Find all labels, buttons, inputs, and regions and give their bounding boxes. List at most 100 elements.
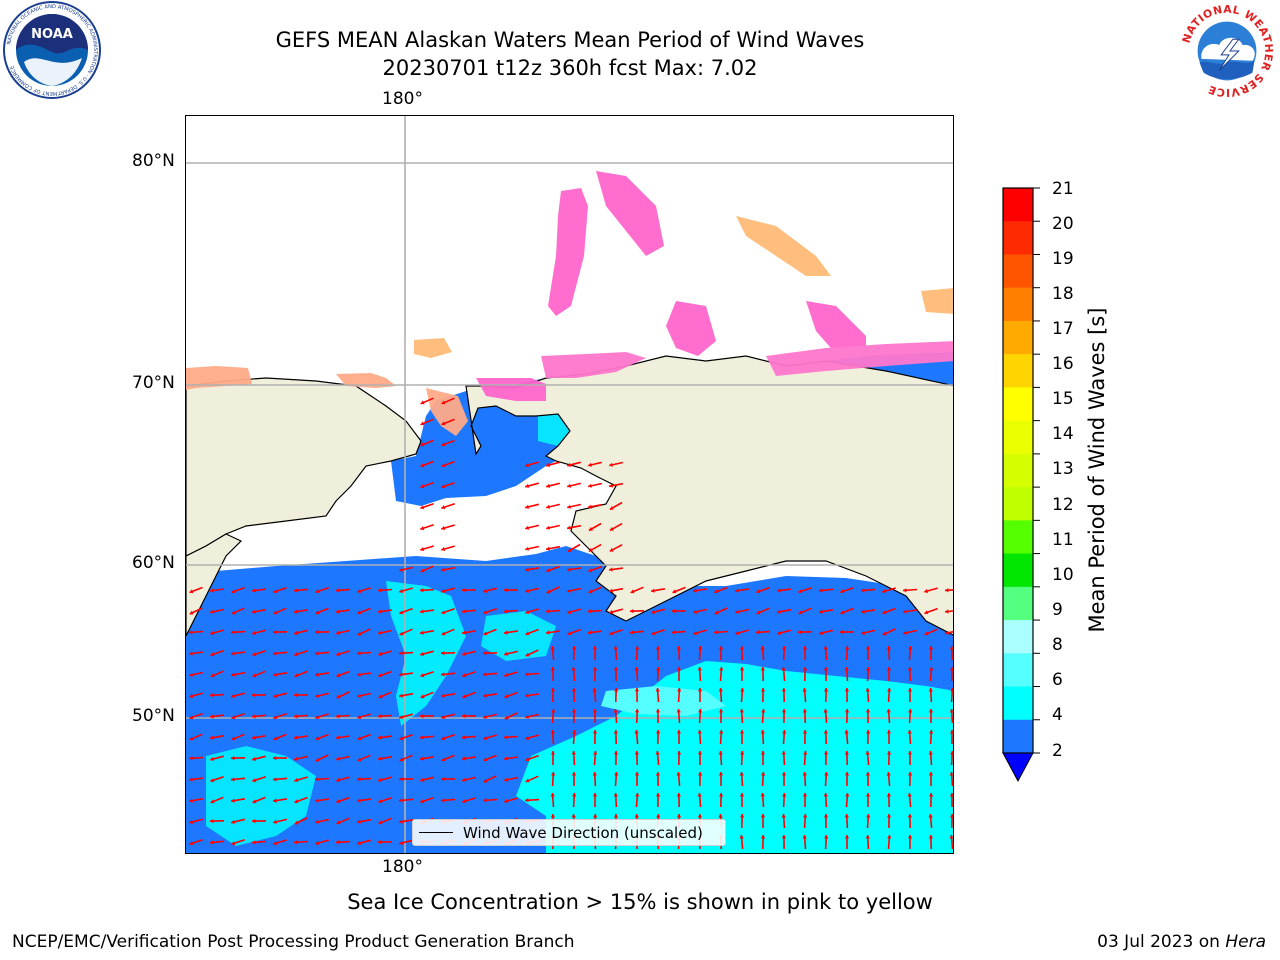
wind-wave-arrowhead bbox=[865, 793, 871, 797]
wind-wave-arrowhead bbox=[886, 772, 891, 776]
wind-wave-arrowhead bbox=[756, 589, 761, 594]
wind-wave-arrowhead bbox=[273, 841, 278, 846]
noaa-logo-text: NOAA bbox=[31, 27, 73, 42]
wind-wave-arrowhead bbox=[798, 630, 802, 635]
wind-wave-arrowhead bbox=[588, 527, 593, 531]
wind-wave-arrowhead bbox=[210, 609, 214, 614]
wind-wave-arrowhead bbox=[802, 646, 808, 650]
wind-wave-arrowhead bbox=[399, 840, 403, 845]
chart-subtitle: 20230701 t12z 360h fcst Max: 7.02 bbox=[382, 56, 758, 80]
wind-wave-arrowhead bbox=[210, 714, 214, 719]
wind-wave-arrowhead bbox=[823, 646, 828, 650]
wind-wave-arrowhead bbox=[231, 693, 236, 698]
wind-wave-arrowhead bbox=[823, 793, 828, 797]
ocean-4-6-mid bbox=[481, 611, 556, 661]
wind-wave-arrowhead bbox=[525, 631, 530, 636]
wind-wave-arrowhead bbox=[315, 589, 320, 594]
wind-wave-arrowhead bbox=[525, 757, 530, 762]
wind-wave-arrowhead bbox=[504, 756, 508, 761]
wind-wave-arrowhead bbox=[676, 730, 682, 734]
wind-wave-arrowhead bbox=[571, 688, 576, 692]
wind-wave-arrowhead bbox=[315, 651, 319, 656]
sea-ice-footnote: Sea Ice Concentration > 15% is shown in … bbox=[347, 890, 933, 914]
wind-wave-arrowhead bbox=[315, 629, 319, 635]
wind-wave-arrowhead bbox=[294, 778, 299, 783]
wind-wave-arrowhead bbox=[504, 609, 508, 614]
wind-wave-arrowhead bbox=[823, 667, 829, 671]
wind-wave-arrowhead bbox=[945, 588, 949, 593]
lon-label-top: 180° bbox=[382, 89, 423, 109]
colorbar-segment bbox=[1003, 387, 1033, 422]
wind-wave-arrowhead bbox=[420, 484, 425, 489]
wind-wave-arrowhead bbox=[803, 667, 808, 671]
wind-wave-arrowhead bbox=[609, 506, 614, 510]
wind-wave-arrowhead bbox=[231, 736, 236, 741]
wind-wave-arrowhead bbox=[697, 730, 702, 734]
wind-wave-arrowhead bbox=[740, 814, 745, 818]
wind-wave-arrowhead bbox=[609, 483, 613, 488]
wind-wave-arrowhead bbox=[567, 548, 572, 552]
wind-wave-arrowhead bbox=[861, 588, 865, 593]
wind-wave-arrowhead bbox=[357, 631, 362, 636]
colorbar-segment bbox=[1003, 188, 1033, 222]
wind-wave-arrowhead bbox=[525, 504, 529, 509]
wind-wave-arrowhead bbox=[697, 751, 703, 755]
wind-wave-arrowhead bbox=[572, 730, 577, 734]
wind-wave-arrowhead bbox=[189, 589, 194, 594]
wind-wave-arrowhead bbox=[655, 688, 660, 692]
wind-wave-arrowhead bbox=[525, 652, 530, 657]
wind-wave-arrowhead bbox=[420, 526, 425, 531]
wind-wave-arrowhead bbox=[924, 631, 929, 636]
wind-wave-arrowhead bbox=[378, 735, 382, 740]
wind-wave-arrowhead bbox=[655, 793, 661, 797]
wind-wave-arrowhead bbox=[273, 672, 277, 677]
wind-wave-arrowhead bbox=[567, 504, 571, 509]
ocean-6-8-patch bbox=[601, 686, 726, 716]
wind-wave-arrowhead bbox=[693, 609, 697, 614]
wind-wave-arrowhead bbox=[949, 667, 953, 671]
wind-wave-arrowhead bbox=[378, 777, 383, 782]
wind-wave-arrowhead bbox=[719, 793, 724, 797]
credit-branch: NCEP/EMC/Verification Post Processing Pr… bbox=[12, 932, 575, 952]
wind-wave-arrowhead bbox=[845, 709, 850, 713]
wind-wave-arrowhead bbox=[676, 793, 681, 797]
wind-wave-arrowhead bbox=[609, 547, 614, 552]
wind-wave-arrowhead bbox=[336, 609, 340, 614]
wind-wave-arrowhead bbox=[210, 652, 215, 657]
wind-wave-arrowhead bbox=[592, 709, 597, 713]
wind-wave-arrowhead bbox=[189, 672, 193, 677]
wind-wave-arrowhead bbox=[630, 589, 635, 594]
wind-wave-arrowhead bbox=[886, 793, 891, 797]
wind-wave-arrowhead bbox=[571, 814, 576, 818]
wind-wave-arrowhead bbox=[378, 630, 382, 635]
wind-wave-arrowhead bbox=[698, 772, 703, 776]
cb-tick-17: 17 bbox=[1052, 319, 1074, 339]
wind-wave-arrows bbox=[188, 397, 953, 850]
wind-wave-arrowhead bbox=[420, 400, 425, 405]
wind-wave-arrowhead bbox=[315, 798, 319, 803]
wind-wave-arrowhead bbox=[462, 588, 466, 593]
wind-wave-arrowhead bbox=[609, 526, 614, 531]
wind-wave-arrowhead bbox=[609, 567, 613, 572]
wind-wave-arrowhead bbox=[718, 814, 723, 818]
wind-wave-arrowhead bbox=[273, 736, 278, 741]
wind-wave-arrowhead bbox=[739, 709, 744, 713]
wind-wave-arrowhead bbox=[336, 588, 340, 593]
colorbar-segment bbox=[1003, 254, 1033, 289]
wind-wave-arrowhead bbox=[231, 756, 235, 761]
wind-wave-arrowhead bbox=[357, 610, 362, 615]
wind-wave-arrowhead bbox=[739, 772, 744, 776]
wind-wave-arrowhead bbox=[928, 835, 933, 839]
wind-wave-arrowhead bbox=[844, 751, 849, 755]
wind-wave-arrowhead bbox=[739, 646, 744, 650]
wind-wave-arrowhead bbox=[189, 756, 193, 761]
wind-wave-arrowhead bbox=[399, 693, 403, 698]
wind-wave-arrowhead bbox=[761, 709, 766, 713]
wind-wave-arrowhead bbox=[824, 772, 829, 776]
wind-wave-arrowhead bbox=[760, 751, 766, 755]
wind-wave-arrowhead bbox=[676, 646, 681, 650]
wind-wave-arrowhead bbox=[592, 772, 597, 776]
wind-wave-arrowhead bbox=[567, 609, 572, 615]
wind-wave-arrowhead bbox=[760, 793, 765, 797]
wind-wave-arrowhead bbox=[420, 651, 425, 656]
